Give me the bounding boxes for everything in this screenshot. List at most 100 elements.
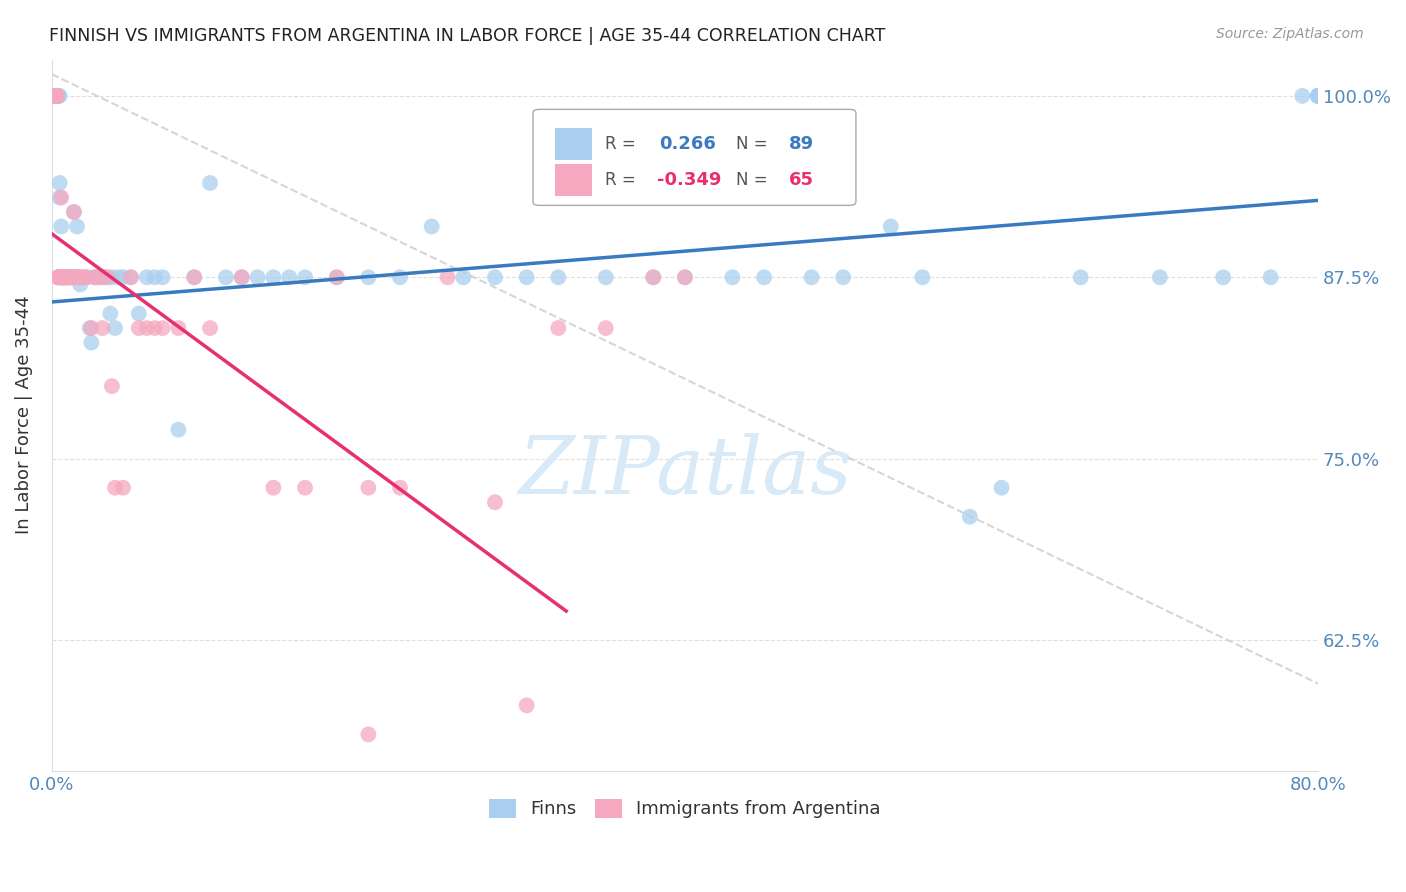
Point — [101, 379, 124, 393]
Point — [721, 270, 744, 285]
Point — [516, 698, 538, 713]
Point — [67, 270, 90, 285]
Point — [45, 88, 67, 103]
Text: Source: ZipAtlas.com: Source: ZipAtlas.com — [1216, 27, 1364, 41]
Point — [101, 270, 124, 285]
Point — [63, 205, 86, 219]
Legend: Finns, Immigrants from Argentina: Finns, Immigrants from Argentina — [482, 792, 889, 826]
Point — [76, 270, 98, 285]
Point — [143, 321, 166, 335]
Point — [388, 481, 411, 495]
Point — [96, 270, 118, 285]
Point — [246, 270, 269, 285]
Point — [79, 321, 101, 335]
Point — [484, 270, 506, 285]
Point — [83, 270, 105, 285]
Point — [135, 321, 157, 335]
Point — [52, 270, 75, 285]
Point — [294, 270, 316, 285]
Point — [48, 270, 70, 285]
Point — [98, 307, 121, 321]
Point — [91, 321, 114, 335]
Point — [198, 176, 221, 190]
Point — [53, 270, 76, 285]
Point — [262, 481, 284, 495]
Point — [52, 270, 75, 285]
Point — [67, 270, 90, 285]
Point — [911, 270, 934, 285]
Point — [46, 88, 69, 103]
Text: N =: N = — [735, 135, 772, 153]
Point — [53, 270, 76, 285]
Point — [1212, 270, 1234, 285]
Point — [111, 481, 134, 495]
Point — [673, 270, 696, 285]
Point — [72, 270, 94, 285]
Point — [76, 270, 98, 285]
Point — [120, 270, 142, 285]
Point — [58, 270, 80, 285]
Point — [436, 270, 458, 285]
Point — [72, 270, 94, 285]
Point — [60, 270, 83, 285]
Point — [45, 88, 67, 103]
Point — [231, 270, 253, 285]
Text: FINNISH VS IMMIGRANTS FROM ARGENTINA IN LABOR FORCE | AGE 35-44 CORRELATION CHAR: FINNISH VS IMMIGRANTS FROM ARGENTINA IN … — [49, 27, 886, 45]
Point — [1291, 88, 1313, 103]
Point — [45, 88, 67, 103]
Point — [51, 190, 73, 204]
Point — [55, 270, 77, 285]
Point — [183, 270, 205, 285]
Point — [128, 321, 150, 335]
Point — [357, 727, 380, 741]
Point — [45, 88, 67, 103]
Point — [48, 190, 70, 204]
Point — [231, 270, 253, 285]
Point — [48, 88, 70, 103]
Point — [53, 270, 76, 285]
Point — [44, 88, 66, 103]
Point — [595, 270, 617, 285]
Point — [59, 270, 82, 285]
Point — [94, 270, 117, 285]
Point — [89, 270, 111, 285]
Point — [832, 270, 855, 285]
Point — [44, 88, 66, 103]
Point — [46, 270, 69, 285]
Point — [96, 270, 118, 285]
Point — [52, 270, 75, 285]
Point — [84, 270, 107, 285]
Point — [60, 270, 83, 285]
Point — [143, 270, 166, 285]
Point — [1308, 88, 1330, 103]
Point — [1308, 88, 1330, 103]
Point — [55, 270, 77, 285]
Point — [91, 270, 114, 285]
Point — [357, 270, 380, 285]
Point — [152, 321, 174, 335]
Y-axis label: In Labor Force | Age 35-44: In Labor Force | Age 35-44 — [15, 296, 32, 534]
Point — [56, 270, 79, 285]
Point — [262, 270, 284, 285]
Point — [673, 270, 696, 285]
Text: N =: N = — [735, 171, 772, 189]
Point — [1308, 88, 1330, 103]
Point — [325, 270, 347, 285]
Point — [58, 270, 80, 285]
Point — [453, 270, 475, 285]
Point — [56, 270, 79, 285]
Point — [1260, 270, 1282, 285]
Point — [69, 270, 91, 285]
Point — [65, 270, 87, 285]
Point — [128, 307, 150, 321]
Point — [51, 270, 73, 285]
Point — [1308, 88, 1330, 103]
Point — [46, 270, 69, 285]
Point — [60, 270, 83, 285]
Point — [104, 481, 127, 495]
Text: -0.349: -0.349 — [657, 171, 721, 189]
Point — [45, 88, 67, 103]
Point — [990, 481, 1012, 495]
Text: R =: R = — [605, 171, 641, 189]
Point — [44, 88, 66, 103]
